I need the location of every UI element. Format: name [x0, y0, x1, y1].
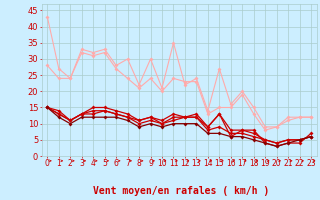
Text: Vent moyen/en rafales ( km/h ): Vent moyen/en rafales ( km/h )	[93, 186, 269, 196]
